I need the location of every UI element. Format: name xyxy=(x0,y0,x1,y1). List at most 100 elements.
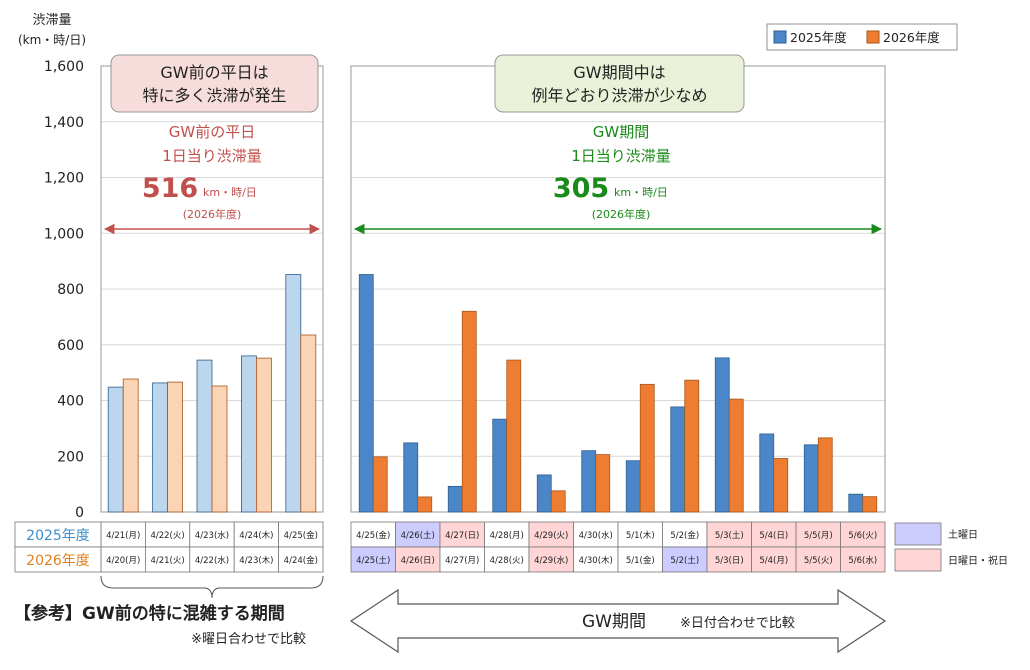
date-cell xyxy=(144,546,191,573)
bar-2026 xyxy=(417,496,433,513)
date-cell xyxy=(278,546,324,573)
bar-2026 xyxy=(728,398,744,513)
date-cell xyxy=(751,521,797,548)
date-label: 5/6(火) xyxy=(848,531,877,541)
y-tick-label: 200 xyxy=(57,449,84,465)
date-label: 5/5(火) xyxy=(804,556,833,566)
bar-2025 xyxy=(447,485,463,513)
date-cell xyxy=(484,546,530,573)
date-label: 4/29(水) xyxy=(534,555,568,566)
y-tick-label: 1,200 xyxy=(44,171,84,187)
bar-2026 xyxy=(211,385,228,513)
date-label: 4/27(日) xyxy=(445,531,479,541)
date-label: 4/22(火) xyxy=(150,531,184,541)
date-label: 4/29(火) xyxy=(534,531,568,541)
legend-box xyxy=(766,23,958,51)
date-cell xyxy=(395,546,441,573)
bar-2025 xyxy=(581,450,597,513)
gw-period-note: ※日付合わせで比較 xyxy=(680,616,795,631)
bar-2025 xyxy=(670,406,686,513)
date-label: 4/26(日) xyxy=(401,556,435,566)
date-label: 4/23(木) xyxy=(239,555,273,566)
bar-2025 xyxy=(759,433,775,513)
date-cell xyxy=(484,521,530,548)
bar-2025 xyxy=(625,460,641,513)
metric-sublabel: 1日当り渋滞量 xyxy=(571,147,671,165)
bar-2025 xyxy=(536,474,552,513)
date-label: 4/21(火) xyxy=(150,556,184,566)
bar-2026 xyxy=(461,310,477,513)
legend-label-2025: 2025年度 xyxy=(790,30,847,45)
bar-2026 xyxy=(372,456,388,513)
metric-value: 516 xyxy=(142,173,198,204)
callout-title-line: 特に多く渋滞が発生 xyxy=(142,86,286,105)
bar-2026 xyxy=(255,357,272,513)
date-cell xyxy=(840,521,886,548)
date-cell xyxy=(439,521,485,548)
date-label: 5/2(土) xyxy=(670,555,699,566)
date-cell xyxy=(189,546,235,573)
y-tick-label: 600 xyxy=(57,338,84,354)
date-label: 4/21(月) xyxy=(106,531,140,541)
metric-year: (2026年度) xyxy=(592,207,651,221)
y-tick-label: 0 xyxy=(75,505,84,521)
date-label: 5/1(金) xyxy=(626,555,655,566)
date-label: 4/30(木) xyxy=(579,555,613,566)
date-label: 4/30(水) xyxy=(579,530,613,541)
date-cell xyxy=(751,546,797,573)
metric-unit: km・時/日 xyxy=(203,186,257,199)
y-tick-label: 1,600 xyxy=(44,59,84,75)
date-label: 5/1(木) xyxy=(626,530,655,541)
date-label: 4/26(土) xyxy=(401,530,435,541)
reference-bracket xyxy=(100,575,324,599)
bar-2026 xyxy=(167,381,184,513)
key-saturday-label: 土曜日 xyxy=(948,528,978,541)
y-tick-label: 1,400 xyxy=(44,115,84,131)
date-label: 4/23(水) xyxy=(195,530,229,541)
date-label: 4/22(水) xyxy=(195,555,229,566)
date-label: 4/28(火) xyxy=(490,556,524,566)
date-cell xyxy=(573,546,619,573)
legend-label-2026: 2026年度 xyxy=(883,30,940,45)
date-label: 5/4(日) xyxy=(759,531,788,541)
bar-2026 xyxy=(550,490,566,513)
y-axis-unit: (km・時/日) xyxy=(18,33,86,47)
left-callout-box xyxy=(110,54,319,113)
bar-2025 xyxy=(403,442,419,513)
date-cell xyxy=(617,521,663,548)
bar-2026 xyxy=(773,458,789,513)
date-cell xyxy=(439,546,485,573)
bar-2025 xyxy=(240,355,257,513)
right-callout-box xyxy=(494,54,745,113)
key-saturday-swatch xyxy=(894,522,942,546)
gw-period-label: GW期間 xyxy=(582,612,646,632)
callout-title-line: 例年どおり渋滞が少なめ xyxy=(531,86,707,105)
date-cell xyxy=(350,521,396,548)
date-cell xyxy=(795,521,841,548)
date-cell xyxy=(662,546,708,573)
bar-2026 xyxy=(684,379,700,513)
date-label: 5/3(日) xyxy=(715,556,744,566)
y-axis-title: 渋滞量 xyxy=(32,13,71,28)
bar-2026 xyxy=(595,454,611,513)
date-cell xyxy=(395,521,441,548)
date-cell xyxy=(662,521,708,548)
date-label: 5/6(水) xyxy=(848,555,877,566)
date-label: 4/27(月) xyxy=(445,556,479,566)
bar-2025 xyxy=(714,357,730,513)
callout-title-line: GW前の平日は xyxy=(160,63,268,82)
date-cell xyxy=(100,546,146,573)
metric-label: GW前の平日 xyxy=(169,123,255,141)
row-label-2026: 2026年度 xyxy=(26,553,90,569)
date-label: 4/25(金) xyxy=(356,530,390,541)
date-label: 5/4(月) xyxy=(759,556,788,566)
reference-title: 【参考】GW前の特に混雑する期間 xyxy=(14,603,285,624)
bar-2025 xyxy=(196,359,213,513)
date-cell xyxy=(706,521,752,548)
bar-2026 xyxy=(862,496,878,513)
bar-2025 xyxy=(492,418,508,513)
row-label-2025: 2025年度 xyxy=(26,528,90,544)
date-label: 5/2(金) xyxy=(670,530,699,541)
bar-2026 xyxy=(300,334,317,513)
